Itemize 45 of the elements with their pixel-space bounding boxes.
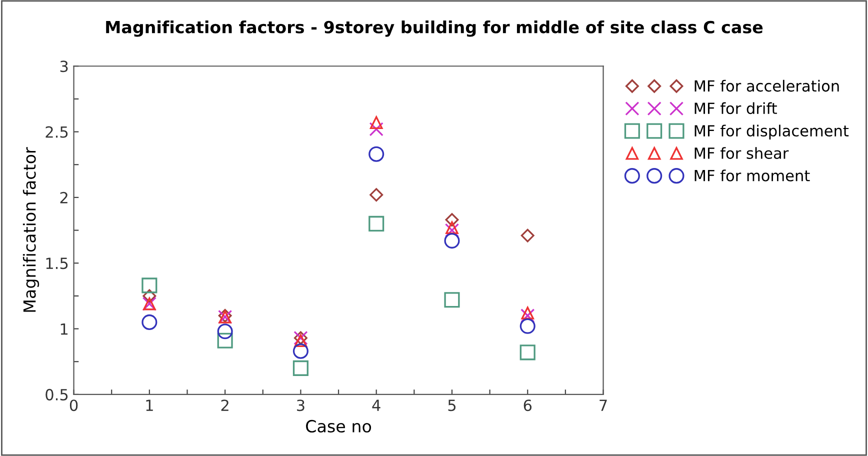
point xyxy=(142,289,156,303)
point xyxy=(444,233,460,249)
point xyxy=(292,343,308,359)
point xyxy=(520,344,536,360)
point xyxy=(446,221,458,234)
point xyxy=(217,332,233,348)
point xyxy=(294,334,308,347)
point xyxy=(445,213,459,226)
point xyxy=(369,122,384,136)
legend-label: MF for moment xyxy=(694,170,810,182)
x-tick-label: 6 xyxy=(524,400,532,412)
point xyxy=(217,324,233,340)
legend-label: MF for displacement xyxy=(694,124,849,140)
point xyxy=(368,146,384,162)
y-tick-label: 2 xyxy=(60,192,68,204)
point xyxy=(142,278,158,294)
point xyxy=(521,306,534,320)
point xyxy=(142,314,158,330)
point xyxy=(370,116,383,129)
y-tick-label: 1.5 xyxy=(46,258,68,270)
point xyxy=(444,292,460,308)
point xyxy=(444,223,460,238)
x-tick-label: 2 xyxy=(221,400,228,411)
x-tick-label: 3 xyxy=(297,400,304,412)
y-tick-label: 1 xyxy=(60,323,68,335)
point xyxy=(368,216,384,232)
point xyxy=(370,188,384,202)
y-axis-title: Magnification factor xyxy=(22,147,40,312)
x-axis-title: Case no xyxy=(306,420,372,433)
x-tick-label: 1 xyxy=(146,400,153,411)
point xyxy=(520,318,536,334)
point xyxy=(520,308,535,323)
chart-title: Magnification factors - 9storey building for middle of site class C case xyxy=(106,20,763,37)
legend-label: MF for shear xyxy=(694,147,789,159)
x-tick-label: 4 xyxy=(372,400,380,411)
point xyxy=(292,360,308,376)
legend-label: MF for drift xyxy=(694,102,777,114)
x-tick-label: 0 xyxy=(70,400,78,412)
y-tick-label: 3 xyxy=(60,60,68,72)
x-tick-label: 5 xyxy=(448,400,456,412)
y-tick-label: 0.5 xyxy=(46,388,68,400)
legend-label: MF for acceleration xyxy=(694,80,839,92)
y-tick-label: 2.5 xyxy=(46,126,68,138)
x-tick-label: 7 xyxy=(600,400,607,411)
point xyxy=(520,228,534,242)
